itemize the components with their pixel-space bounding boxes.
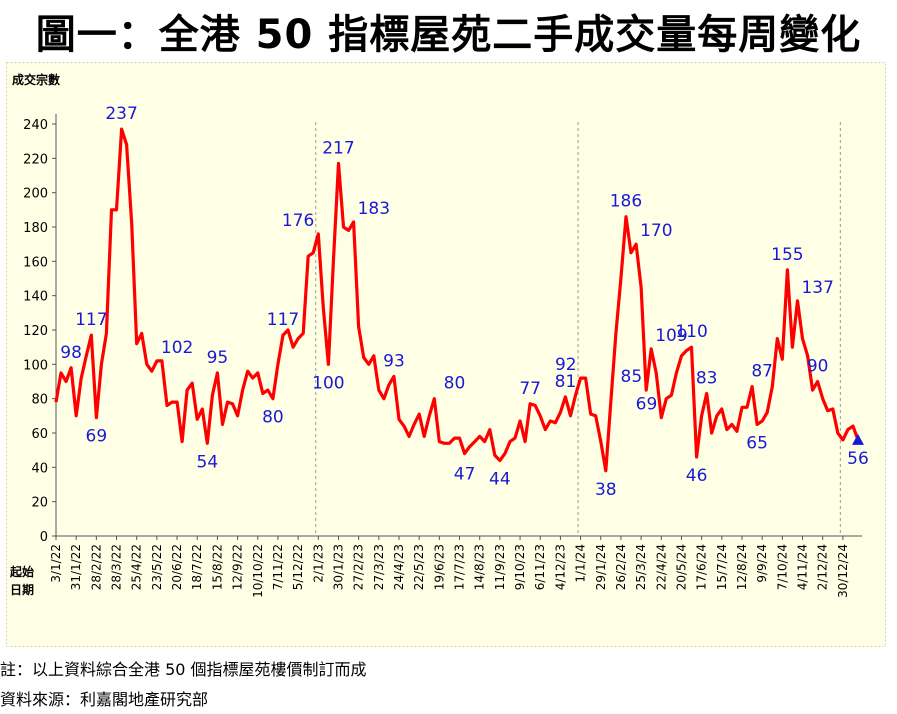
data-label: 217 (322, 138, 354, 158)
latest-point-marker (852, 433, 864, 445)
series-line (54, 127, 860, 473)
y-tick-label: 0 (40, 530, 48, 545)
y-tick-label: 140 (23, 290, 48, 305)
x-tick-label: 15/8/22 (210, 544, 224, 590)
data-label: 93 (383, 351, 405, 371)
x-tick-label: 17/6/24 (695, 544, 709, 590)
x-tick-label: 4/11/24 (796, 544, 810, 590)
x-tick-label: 4/12/23 (553, 544, 567, 590)
data-label: 100 (312, 373, 344, 393)
data-label: 54 (197, 452, 219, 472)
y-tick-label: 80 (31, 393, 48, 408)
data-source: 資料來源：利嘉閣地產研究部 (0, 690, 209, 709)
data-label: 237 (105, 104, 137, 124)
data-label: 38 (595, 480, 617, 500)
x-tick-label: 18/7/22 (190, 544, 204, 590)
x-tick-label: 17/7/23 (453, 544, 467, 590)
x-tick-label: 7/10/24 (775, 544, 789, 590)
data-label: 90 (807, 357, 829, 377)
chart-area: 成交宗數 起始 日期 0 20 40 60 80 100 120 140 160 180 200 22… (6, 62, 886, 647)
x-tick-label: 9/10/23 (513, 544, 527, 590)
x-tick-label: 29/1/24 (594, 544, 608, 590)
data-label: 109 (655, 326, 687, 346)
data-label: 80 (262, 408, 284, 428)
x-tick-label: 11/9/23 (493, 544, 507, 590)
data-label: 155 (771, 245, 803, 265)
data-label: 110 (675, 322, 707, 342)
data-label: 65 (746, 433, 768, 453)
x-tick-label: 7/11/22 (271, 544, 285, 590)
x-axis-title-line2: 日期 (10, 582, 34, 597)
x-tick-label: 22/4/24 (654, 544, 668, 590)
y-tick-label: 180 (23, 221, 48, 236)
y-axis-title: 成交宗數 (12, 72, 60, 87)
data-label: 80 (444, 374, 466, 394)
y-tick-label: 40 (31, 461, 48, 476)
y-tick-label: 200 (23, 187, 48, 202)
x-tick-label: 28/3/22 (110, 544, 124, 590)
data-label: 85 (621, 367, 643, 387)
x-tick-label: 2/1/23 (311, 544, 325, 583)
data-label: 47 (454, 464, 476, 484)
x-tick-label: 1/1/24 (574, 544, 588, 583)
x-tick-label: 20/6/22 (170, 544, 184, 590)
plot-background (6, 62, 886, 647)
data-label: 56 (847, 449, 869, 469)
x-tick-label: 19/6/23 (432, 544, 446, 590)
x-tick-label: 27/3/23 (372, 544, 386, 590)
data-label: 46 (686, 466, 708, 486)
data-label: 98 (60, 343, 82, 363)
data-label: 95 (207, 348, 229, 368)
x-tick-label: 30/12/24 (836, 544, 850, 598)
x-tick-label: 26/2/24 (614, 544, 628, 590)
x-tick-label: 5/12/22 (291, 544, 305, 590)
y-tick-label: 120 (23, 324, 48, 339)
x-tick-label: 23/5/22 (150, 544, 164, 590)
page-title: 圖一：全港 50 指標屋苑二手成交量每周變化 (35, 12, 862, 58)
x-tick-label: 22/5/23 (412, 544, 426, 590)
data-label: 186 (610, 192, 642, 212)
x-axis-title-line1: 起始 (9, 564, 34, 579)
x-tick-label: 15/7/24 (715, 544, 729, 590)
x-tick-label: 20/5/24 (674, 544, 688, 590)
footnote: 註：以上資料綜合全港 50 個指標屋苑樓價制訂而成 (0, 660, 367, 679)
x-tick-label: 25/3/24 (634, 544, 648, 590)
y-tick-label: 160 (23, 255, 48, 270)
data-label: 83 (696, 369, 718, 389)
y-tick-label: 100 (23, 358, 48, 373)
data-label: 137 (801, 278, 833, 298)
x-tick-label: 24/4/23 (392, 544, 406, 590)
y-tick-label: 220 (23, 152, 48, 167)
data-label: 69 (636, 395, 658, 415)
line-chart: 成交宗數 起始 日期 0 20 40 60 80 100 120 140 160 180 200 22… (6, 62, 886, 647)
x-tick-label: 14/8/23 (473, 544, 487, 590)
y-tick-label: 240 (23, 118, 48, 133)
data-label: 69 (86, 427, 108, 447)
x-tick-label: 12/8/24 (735, 544, 749, 590)
x-tick-label: 12/9/22 (231, 544, 245, 590)
x-tick-label: 6/11/23 (533, 544, 547, 590)
data-label: 87 (751, 362, 773, 382)
data-label: 81 (555, 372, 577, 392)
data-label: 117 (75, 310, 107, 330)
data-label: 92 (555, 355, 577, 375)
x-tick-label: 9/9/24 (755, 544, 769, 583)
data-label: 77 (519, 379, 541, 399)
data-label: 170 (640, 221, 672, 241)
y-tick-label: 60 (31, 427, 48, 442)
x-tick-label: 25/4/22 (130, 544, 144, 590)
x-tick-label: 28/2/22 (89, 544, 103, 590)
x-tick-label: 10/10/22 (251, 544, 265, 598)
x-tick-label: 2/12/24 (816, 544, 830, 590)
x-tick-label: 31/1/22 (69, 544, 83, 590)
y-tick-label: 20 (31, 496, 48, 511)
data-label: 117 (267, 310, 299, 330)
data-label: 176 (282, 211, 314, 231)
x-tick-label: 30/1/23 (331, 544, 345, 590)
x-tick-label: 3/1/22 (49, 544, 63, 583)
data-label: 183 (358, 199, 390, 219)
x-tick-label: 27/2/23 (352, 544, 366, 590)
data-label: 44 (489, 469, 511, 489)
data-label: 102 (161, 338, 193, 358)
